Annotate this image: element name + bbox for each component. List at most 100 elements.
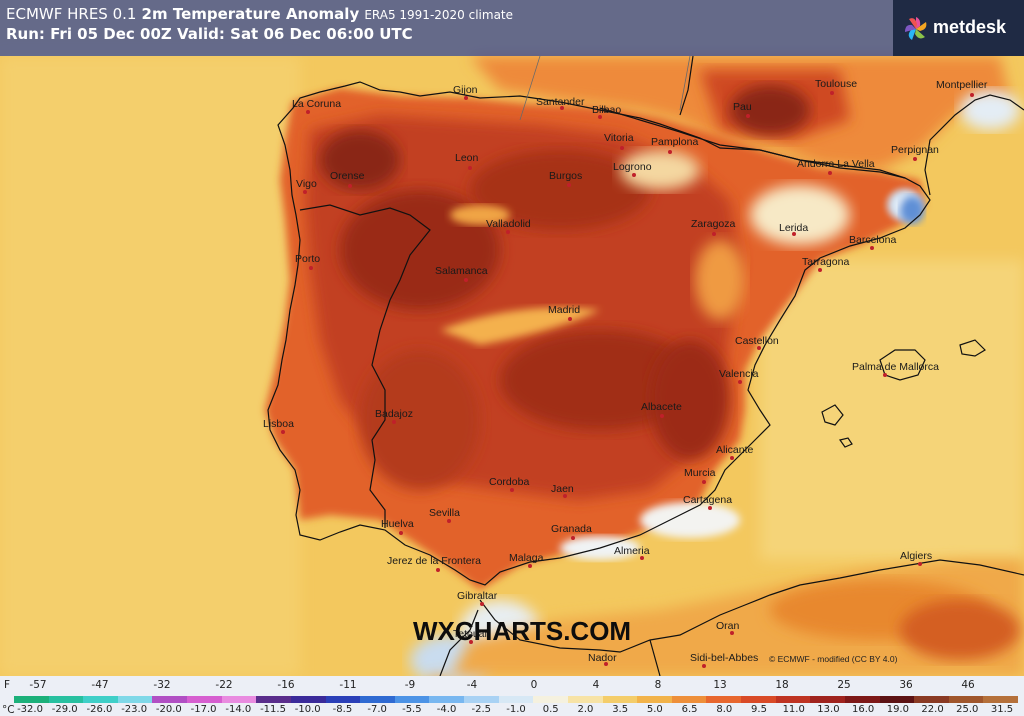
- city-label: Bilbao: [592, 104, 622, 116]
- color-scale-segment: [706, 696, 742, 703]
- color-scale-segment: [567, 696, 604, 703]
- city-marker: [738, 380, 742, 384]
- celsius-tick-label: 22.0: [921, 704, 944, 715]
- city-marker: [730, 456, 734, 460]
- city-label: Salamanca: [435, 265, 488, 277]
- color-scale-segment: [429, 696, 465, 703]
- city-marker: [604, 662, 608, 666]
- chart-title: ECMWF HRES 0.1 2m Temperature Anomaly ER…: [6, 4, 513, 23]
- celsius-tick-label: -4.0: [436, 704, 457, 715]
- color-scale-segment: [187, 696, 223, 703]
- city-marker: [660, 414, 664, 418]
- fahrenheit-tick-label: 46: [961, 679, 975, 691]
- city-marker: [668, 150, 672, 154]
- city-label: Leon: [455, 152, 479, 164]
- city-marker: [568, 317, 572, 321]
- city-marker: [702, 480, 706, 484]
- city-label: Pamplona: [651, 136, 699, 148]
- city-label: Vitoria: [604, 132, 634, 144]
- city-marker: [632, 173, 636, 177]
- city-marker: [309, 266, 313, 270]
- fahrenheit-tick-label: 36: [899, 679, 913, 691]
- city-marker: [468, 166, 472, 170]
- color-scale-segment: [152, 696, 188, 703]
- fahrenheit-tick-label: -4: [466, 679, 478, 691]
- city-marker: [348, 184, 352, 188]
- city-marker: [830, 91, 834, 95]
- color-scale-segment: [775, 696, 811, 703]
- city-marker: [828, 171, 832, 175]
- city-marker: [464, 96, 468, 100]
- city-label: Gijon: [453, 84, 478, 96]
- celsius-tick-label: -5.5: [402, 704, 422, 715]
- city-label: Murcia: [684, 467, 716, 479]
- city-label: Almeria: [614, 545, 650, 557]
- city-marker: [913, 157, 917, 161]
- city-label: Montpellier: [936, 79, 988, 91]
- city-label: Badajoz: [375, 408, 413, 420]
- color-scale-segment: [602, 696, 638, 703]
- fahrenheit-tick-label: -9: [404, 679, 416, 691]
- color-scale-segment: [256, 696, 292, 703]
- fahrenheit-tick-label: 25: [837, 679, 851, 691]
- fahrenheit-tick-label: 4: [592, 679, 600, 691]
- city-marker: [746, 114, 750, 118]
- celsius-tick-label: 9.5: [751, 704, 767, 715]
- city-marker: [571, 536, 575, 540]
- color-scale-segment: [879, 696, 915, 703]
- color-scale-segment: [671, 696, 707, 703]
- city-label: Huelva: [381, 518, 414, 530]
- city-label: Algiers: [900, 550, 933, 562]
- celsius-tick-label: 8.0: [716, 704, 733, 715]
- ecmwf-credit: © ECMWF - modified (CC BY 4.0): [769, 654, 898, 664]
- city-marker: [399, 531, 403, 535]
- fahrenheit-tick-label: -11: [339, 679, 357, 691]
- city-label: Malaga: [509, 552, 544, 564]
- city-marker: [702, 664, 706, 668]
- city-marker: [730, 631, 734, 635]
- celsius-tick-label: 0.5: [542, 704, 559, 715]
- metdesk-pinwheel-logo-icon: [905, 17, 927, 40]
- celsius-tick-label: 6.5: [681, 704, 698, 715]
- city-label: Vigo: [296, 178, 317, 190]
- celsius-tick-label: 25.0: [956, 704, 979, 715]
- color-scale-segment: [83, 696, 119, 703]
- city-label: Gibraltar: [457, 590, 498, 602]
- metdesk-brand[interactable]: metdesk: [893, 0, 1024, 56]
- city-marker: [757, 346, 761, 350]
- city-label: Valladolid: [486, 218, 531, 230]
- color-scale-segment: [914, 696, 950, 703]
- climate-label: ERA5 1991-2020 climate: [364, 8, 514, 22]
- city-marker: [563, 494, 567, 498]
- city-label: Sevilla: [429, 507, 460, 519]
- color-scale-segment: [983, 696, 1019, 703]
- color-scale-segment: [325, 696, 361, 703]
- chart-header: ECMWF HRES 0.1 2m Temperature Anomaly ER…: [0, 0, 1024, 56]
- city-marker: [818, 268, 822, 272]
- city-label: Barcelona: [849, 234, 897, 246]
- fahrenheit-tick-label: 0: [530, 679, 538, 691]
- city-label: Tarragona: [802, 256, 850, 268]
- celsius-tick-label: -32.0: [17, 704, 43, 715]
- run-valid-label: Run: Fri 05 Dec 00Z Valid: Sat 06 Dec 06…: [6, 25, 413, 43]
- color-scale-segment: [221, 696, 257, 703]
- city-label: Toulouse: [815, 78, 858, 90]
- city-marker: [510, 488, 514, 492]
- celsius-tick-label: 3.5: [612, 704, 629, 715]
- fahrenheit-tick-label: -16: [277, 679, 295, 691]
- city-marker: [306, 110, 310, 114]
- city-label: Cartagena: [683, 494, 733, 506]
- city-label: Palma de Mallorca: [852, 361, 939, 373]
- city-label: Alicante: [716, 444, 754, 456]
- city-marker: [506, 230, 510, 234]
- city-marker: [392, 420, 396, 424]
- city-label: Andorra La Vella: [797, 158, 875, 170]
- fahrenheit-unit: F: [4, 679, 11, 691]
- celsius-tick-label: -17.0: [190, 704, 217, 715]
- color-scale-segment: [810, 696, 846, 703]
- celsius-tick-label: 31.5: [990, 704, 1014, 715]
- color-legend: F °C -57 -47 -32 -22 -16 -11 -9 -4 0 4 8 13 18 25 36 46…: [0, 676, 1024, 716]
- celsius-tick-label: -1.0: [506, 704, 526, 715]
- city-label: Cordoba: [489, 476, 530, 488]
- city-marker: [640, 556, 644, 560]
